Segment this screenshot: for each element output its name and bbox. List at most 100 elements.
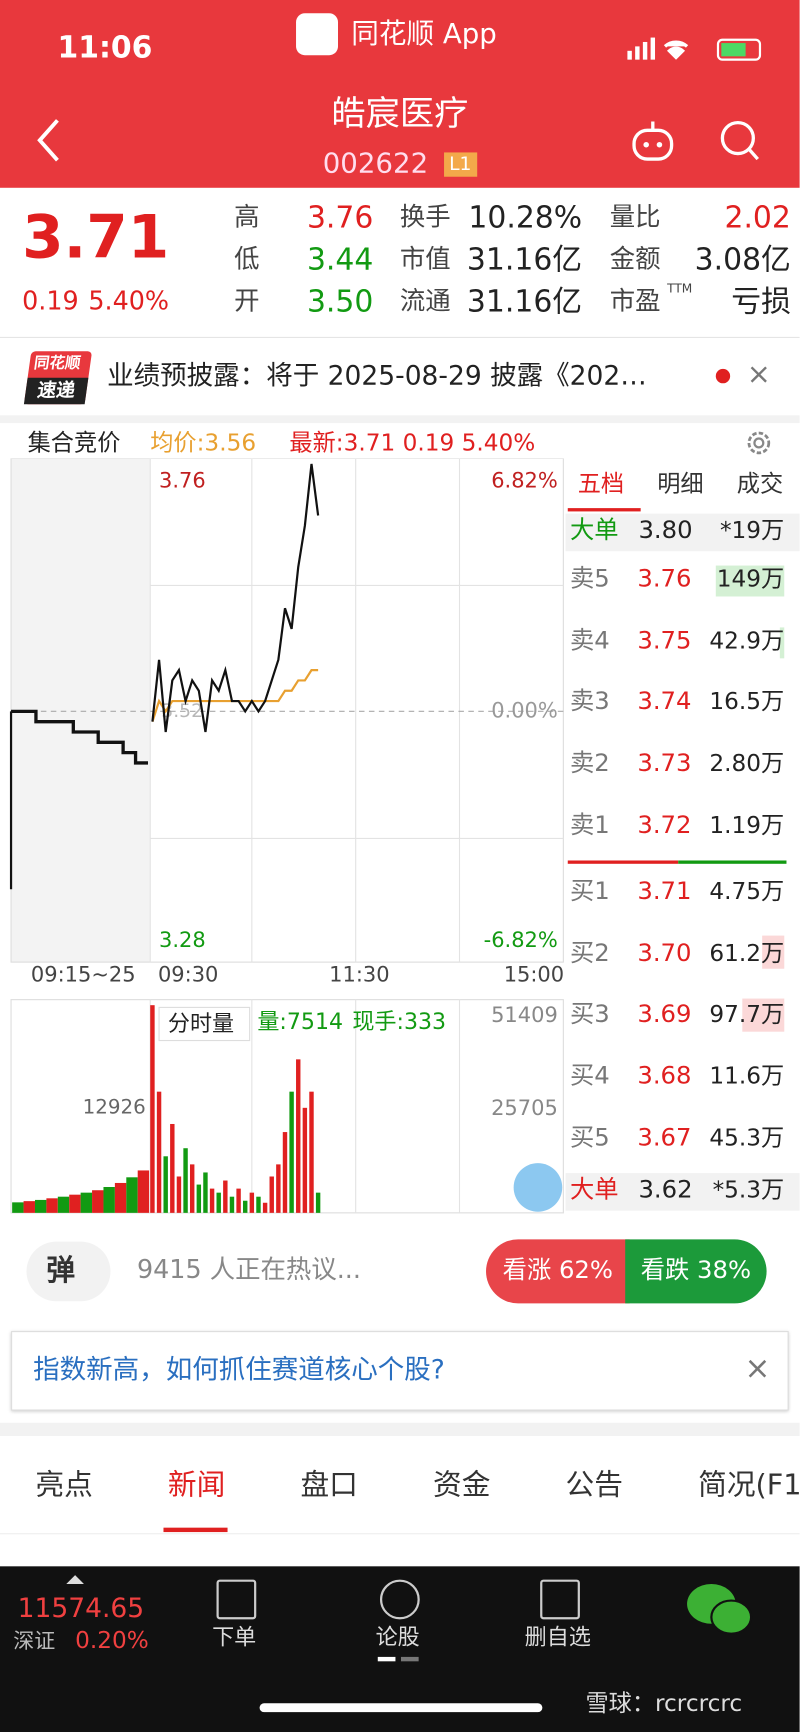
app-title: 同花顺 App bbox=[351, 17, 497, 50]
book-label: 买1 bbox=[569, 878, 610, 906]
volume-bar bbox=[170, 1123, 175, 1213]
book-price: 3.62 bbox=[638, 1176, 693, 1205]
tab[interactable]: 新闻 bbox=[167, 1469, 226, 1503]
book-tab[interactable]: 五档 bbox=[577, 470, 625, 498]
tab[interactable]: 公告 bbox=[565, 1469, 624, 1503]
book-label: 大单 bbox=[569, 1176, 619, 1205]
stat-label: 金额 bbox=[609, 245, 661, 274]
index-market: 深证 bbox=[13, 1629, 56, 1654]
volume-bar bbox=[296, 1059, 301, 1213]
banner-text[interactable]: 业绩预披露：将于 2025-08-29 披露《202… bbox=[107, 360, 647, 392]
book-tab[interactable]: 成交 bbox=[736, 470, 784, 498]
nav-label[interactable]: 论股 bbox=[375, 1623, 420, 1651]
book-row-bg bbox=[565, 1173, 800, 1211]
prev-close-label: 3.52 bbox=[161, 701, 203, 722]
auction-volume bbox=[92, 1190, 104, 1213]
avg-label: 均价:3.56 bbox=[150, 429, 257, 457]
book-volume: 97.7万 bbox=[709, 1000, 785, 1028]
stat-value: 3.50 bbox=[306, 284, 374, 320]
auction-line bbox=[11, 709, 149, 765]
book-price: 3.75 bbox=[637, 627, 692, 656]
auction-volume bbox=[23, 1201, 35, 1213]
tab-underline bbox=[163, 1527, 228, 1533]
volume-bar bbox=[262, 1202, 268, 1213]
change-pct: 5.40% bbox=[88, 287, 170, 316]
book-price: 3.73 bbox=[637, 750, 692, 778]
pct-tick: -6.82% bbox=[484, 928, 558, 952]
book-label: 买5 bbox=[569, 1124, 610, 1153]
price-line bbox=[151, 463, 320, 733]
book-volume: 149万 bbox=[716, 565, 785, 593]
stat-sup: TTM bbox=[667, 281, 693, 297]
ad-box[interactable] bbox=[11, 1331, 789, 1411]
auction-label: 集合竞价 bbox=[27, 429, 121, 457]
stat-value: 亏损 bbox=[731, 284, 791, 320]
stat-label: 高 bbox=[234, 203, 260, 232]
discussion-text[interactable]: 9415 人正在热议... bbox=[136, 1255, 361, 1285]
volume-bar bbox=[282, 1132, 288, 1213]
book-volume: 16.5万 bbox=[709, 688, 785, 715]
book-label: 卖3 bbox=[569, 688, 610, 716]
intraday-chart: 3.52 3.76 3.28 6.82% 0.00% -6.82% 09:15~25 09:3… bbox=[9, 458, 564, 1214]
volume-bar bbox=[229, 1196, 235, 1213]
close-ad[interactable]: × bbox=[744, 1349, 771, 1387]
divider bbox=[0, 1533, 800, 1535]
volume-title: 分时量 bbox=[168, 1011, 234, 1037]
stat-label: 市值 bbox=[399, 245, 451, 274]
tab[interactable]: 盘口 bbox=[300, 1469, 358, 1503]
danmu-toggle[interactable]: 弹 bbox=[26, 1241, 111, 1302]
stat-value: 31.16亿 bbox=[466, 284, 583, 320]
volume-bar bbox=[176, 1176, 182, 1213]
book-row-bg bbox=[565, 513, 800, 552]
status-icons bbox=[627, 37, 762, 61]
volume-hand: 现手:333 bbox=[352, 1009, 446, 1035]
stat-label: 开 bbox=[234, 287, 260, 316]
tab[interactable]: 简况(F1 bbox=[698, 1469, 800, 1503]
change: 0.19 bbox=[22, 287, 79, 316]
unread-dot bbox=[715, 368, 731, 384]
vote-down[interactable]: 看跌 38% bbox=[625, 1239, 767, 1304]
auction-volume bbox=[137, 1170, 150, 1213]
stat-value: 10.28% bbox=[468, 201, 583, 236]
book-price: 3.68 bbox=[637, 1062, 692, 1091]
volume-bar bbox=[256, 1196, 261, 1213]
book-tab[interactable]: 明细 bbox=[657, 470, 704, 498]
volume-bar bbox=[196, 1184, 202, 1213]
nav-label[interactable]: 删自选 bbox=[524, 1623, 591, 1651]
volume-bar bbox=[302, 1107, 308, 1213]
volume-tick: 25705 bbox=[491, 1096, 558, 1120]
back-button[interactable] bbox=[33, 116, 66, 165]
close-banner[interactable]: × bbox=[746, 357, 771, 392]
nav-label[interactable]: 下单 bbox=[212, 1623, 257, 1651]
volume-bar bbox=[203, 1172, 208, 1213]
book-volume: 2.80万 bbox=[709, 750, 785, 777]
volume-qty: 量:7514 bbox=[257, 1009, 343, 1035]
volume-bar bbox=[315, 1192, 321, 1213]
wechat-icon[interactable] bbox=[685, 1580, 756, 1640]
nav-icon[interactable] bbox=[216, 1579, 257, 1620]
volume-bar bbox=[189, 1164, 195, 1213]
volume-bar bbox=[209, 1188, 215, 1213]
header-actions[interactable] bbox=[627, 115, 760, 166]
volume-bar bbox=[163, 1156, 168, 1213]
stat-value: 3.44 bbox=[306, 243, 374, 278]
book-volume: 61.2万 bbox=[709, 940, 785, 967]
tab[interactable]: 亮点 bbox=[35, 1469, 93, 1503]
book-label: 卖1 bbox=[569, 811, 610, 840]
book-volume: 45.3万 bbox=[709, 1124, 785, 1151]
book-tab-underline bbox=[567, 508, 641, 512]
tab[interactable]: 资金 bbox=[433, 1469, 491, 1503]
nav-icon[interactable] bbox=[540, 1579, 580, 1620]
volume-bar bbox=[249, 1192, 255, 1213]
ad-text[interactable]: 指数新高，如何抓住赛道核心个股? bbox=[33, 1354, 445, 1386]
volume-bar bbox=[309, 1091, 314, 1213]
settings[interactable] bbox=[742, 426, 775, 459]
vote-up[interactable]: 看涨 62% bbox=[486, 1239, 630, 1304]
auction-volume bbox=[114, 1182, 127, 1213]
nav-icon[interactable] bbox=[379, 1579, 420, 1620]
stat-value: 2.02 bbox=[724, 201, 791, 236]
volume-bar bbox=[183, 1148, 188, 1213]
book-price: 3.71 bbox=[637, 878, 692, 906]
stat-label: 市盈 bbox=[609, 287, 661, 316]
auction-volume bbox=[126, 1177, 138, 1213]
